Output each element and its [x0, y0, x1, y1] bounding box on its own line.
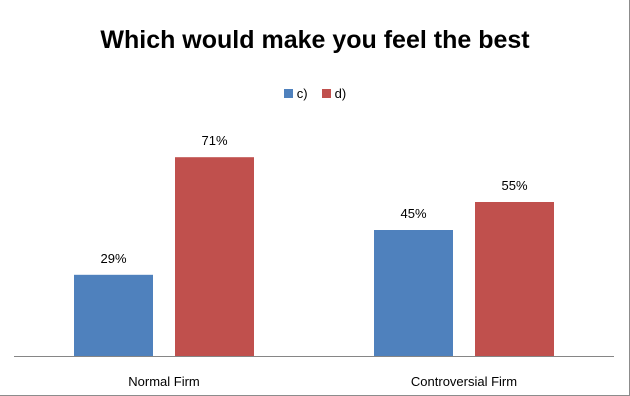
data-label-d-0: 71%	[201, 133, 227, 148]
legend-label-c: c)	[296, 86, 308, 101]
data-label-d-1: 55%	[501, 178, 527, 193]
legend-label-d: d)	[334, 86, 347, 101]
legend-swatch-c	[283, 89, 293, 98]
bar-d-1	[475, 202, 554, 356]
legend-swatch-d	[321, 89, 331, 98]
legend-item-c: c)	[283, 86, 308, 101]
chart-title: Which would make you feel the best	[100, 26, 530, 54]
bar-d-0	[175, 157, 254, 356]
legend-item-d: d)	[321, 86, 347, 101]
x-tick-label-1: Controversial Firm	[411, 374, 517, 389]
data-label-c-1: 45%	[400, 206, 426, 221]
data-label-c-0: 29%	[100, 251, 126, 266]
bar-c-1	[374, 230, 453, 356]
legend: c) d)	[0, 86, 630, 101]
x-tick-label-0: Normal Firm	[128, 374, 200, 389]
bar-c-0	[74, 274, 153, 356]
